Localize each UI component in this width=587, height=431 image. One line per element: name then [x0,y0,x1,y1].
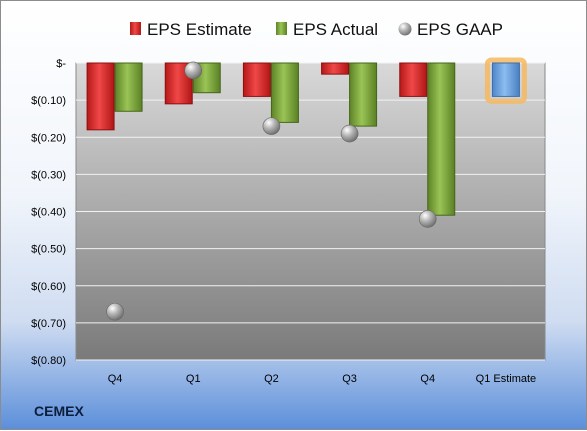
x-tick-label: Q1 [186,373,201,385]
y-tick-label: $(0.60) [31,281,66,293]
y-tick-label: $- [56,58,66,70]
x-tick-label: Q2 [264,373,279,385]
legend-label-eps-gaap: EPS GAAP [417,20,503,39]
point-eps-gaap [106,302,124,321]
y-tick-label: $(0.80) [31,355,66,367]
y-tick-label: $(0.30) [31,169,66,181]
bar-eps-actual [349,62,378,127]
x-tick-label: Q4 [420,373,435,385]
bar-eps-actual [427,62,456,216]
y-axis-ticks: $- $(0.10) $(0.20) $(0.30) $(0.40) $(0.50) $(0… [31,58,66,367]
y-tick-label: $(0.40) [31,207,66,219]
y-tick-label: $(0.20) [31,132,66,144]
legend-swatch-eps-estimate [130,22,141,35]
bar-eps-estimate [399,62,428,97]
bar-eps-forecast [491,62,520,97]
legend-label-eps-actual: EPS Actual [293,20,378,39]
y-tick-label: $(0.70) [31,318,66,330]
point-eps-gaap [262,117,281,135]
gaap-points [106,61,437,321]
x-tick-label: Q1 Estimate [476,373,537,385]
point-eps-gaap [184,61,203,80]
bar-eps-actual [114,62,143,112]
legend-label-eps-estimate: EPS Estimate [147,20,252,39]
bar-eps-estimate [242,62,271,97]
bar-eps-actual [270,62,299,123]
bars [86,57,527,216]
forecast-highlight [484,57,527,104]
gridlines [76,62,545,361]
point-eps-gaap [418,210,437,228]
y-tick-label: $(0.50) [31,244,66,256]
bar-eps-estimate [86,62,115,131]
point-eps-gaap [340,124,359,143]
x-tick-label: Q3 [342,373,357,385]
x-axis-ticks: Q4 Q1 Q2 Q3 Q4 Q1 Estimate [108,373,536,385]
company-label: CEMEX [34,403,84,419]
y-tick-label: $(0.10) [31,95,66,107]
bar-eps-estimate [321,62,350,75]
x-tick-label: Q4 [108,373,123,385]
legend-swatch-eps-actual [276,22,287,35]
legend-item-eps-estimate: EPS Estimate [130,20,252,39]
legend-swatch-eps-gaap [398,22,412,36]
legend: EPS Estimate EPS Actual EPS GAAP [130,20,503,39]
legend-item-eps-actual: EPS Actual [276,20,378,39]
legend-item-eps-gaap: EPS GAAP [398,20,503,39]
